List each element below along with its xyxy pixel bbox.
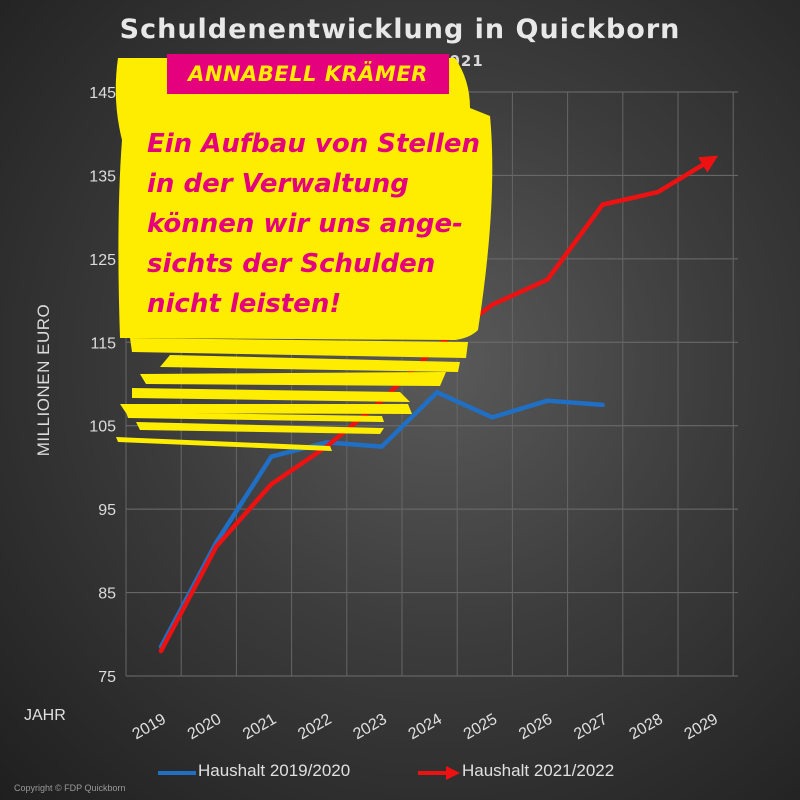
series-line-0 (158, 390, 605, 650)
y-axis-ticks: 75 85 95 105 115 125 135 145 (89, 85, 116, 686)
x-tick-label: 2023 (350, 711, 389, 744)
x-axis-ticks: 2019 2020 2021 2022 2023 2024 2025 2026 2027 2028… (130, 711, 721, 744)
chart-title: Schuldenentwicklung in Quickborn (119, 14, 681, 45)
chart-grid (125, 91, 738, 677)
x-tick-label: 2025 (461, 711, 500, 744)
chart-subtitle: 2021 (438, 52, 484, 70)
y-axis-label: MILLIONEN EURO (34, 303, 53, 457)
y-tick-label: 145 (89, 85, 116, 102)
legend-label: Haushalt 2019/2020 (198, 761, 351, 780)
y-tick-label: 75 (98, 669, 116, 686)
series-arrowhead-1 (698, 155, 719, 173)
x-tick-label: 2024 (406, 711, 445, 744)
x-tick-label: 2019 (130, 711, 169, 744)
legend-item-haushalt-2019-2020: Haushalt 2019/2020 (158, 758, 350, 784)
x-axis-label: JAHR (24, 707, 66, 724)
x-tick-label: 2020 (185, 711, 224, 744)
y-tick-label: 135 (89, 168, 116, 185)
x-tick-label: 2029 (682, 711, 721, 744)
x-tick-label: 2021 (240, 711, 279, 744)
x-tick-label: 2028 (626, 711, 665, 744)
legend-item-haushalt-2021-2022: Haushalt 2021/2022 (418, 758, 614, 784)
series-line-1 (158, 162, 705, 654)
y-tick-label: 85 (98, 586, 116, 603)
legend-label: Haushalt 2021/2022 (462, 761, 615, 780)
chart-series (158, 155, 719, 654)
copyright-text: Copyright © FDP Quickborn (14, 783, 126, 793)
y-tick-label: 115 (90, 335, 116, 352)
x-tick-label: 2022 (295, 711, 334, 744)
x-tick-label: 2027 (571, 711, 610, 744)
y-tick-label: 125 (89, 252, 116, 269)
x-tick-label: 2026 (516, 711, 555, 744)
y-tick-label: 95 (98, 502, 116, 519)
legend-arrow-red-icon (418, 766, 460, 780)
legend-line-blue-icon (158, 771, 196, 775)
y-tick-label: 105 (89, 419, 116, 436)
